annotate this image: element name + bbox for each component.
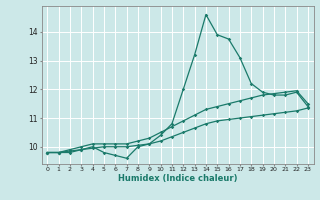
X-axis label: Humidex (Indice chaleur): Humidex (Indice chaleur): [118, 174, 237, 183]
